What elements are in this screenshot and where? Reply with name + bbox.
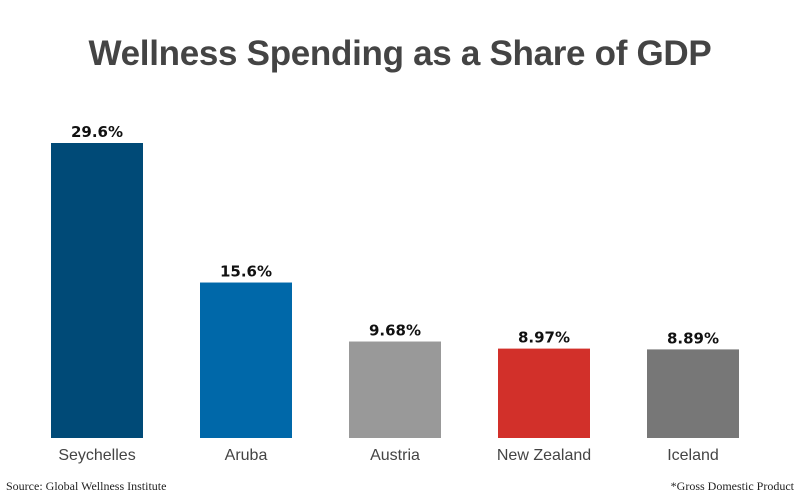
data-label: 8.89% — [667, 329, 719, 347]
data-label: 29.6% — [71, 123, 123, 141]
source-note: Source: Global Wellness Institute — [6, 479, 167, 493]
bar-aruba — [200, 282, 292, 438]
chart-title: Wellness Spending as a Share of GDP — [88, 34, 712, 73]
category-label: Iceland — [667, 447, 719, 464]
bar-seychelles — [51, 143, 143, 438]
category-label: New Zealand — [497, 447, 591, 464]
category-label: Seychelles — [58, 447, 135, 464]
data-label: 8.97% — [518, 329, 570, 347]
footnote: *Gross Domestic Product — [670, 479, 794, 493]
category-label: Austria — [370, 447, 420, 464]
bar-new-zealand — [498, 348, 590, 438]
category-label: Aruba — [225, 447, 268, 464]
data-label: 15.6% — [220, 263, 272, 281]
data-label: 9.68% — [369, 322, 421, 340]
bar-austria — [349, 341, 441, 438]
bar-iceland — [647, 349, 739, 438]
